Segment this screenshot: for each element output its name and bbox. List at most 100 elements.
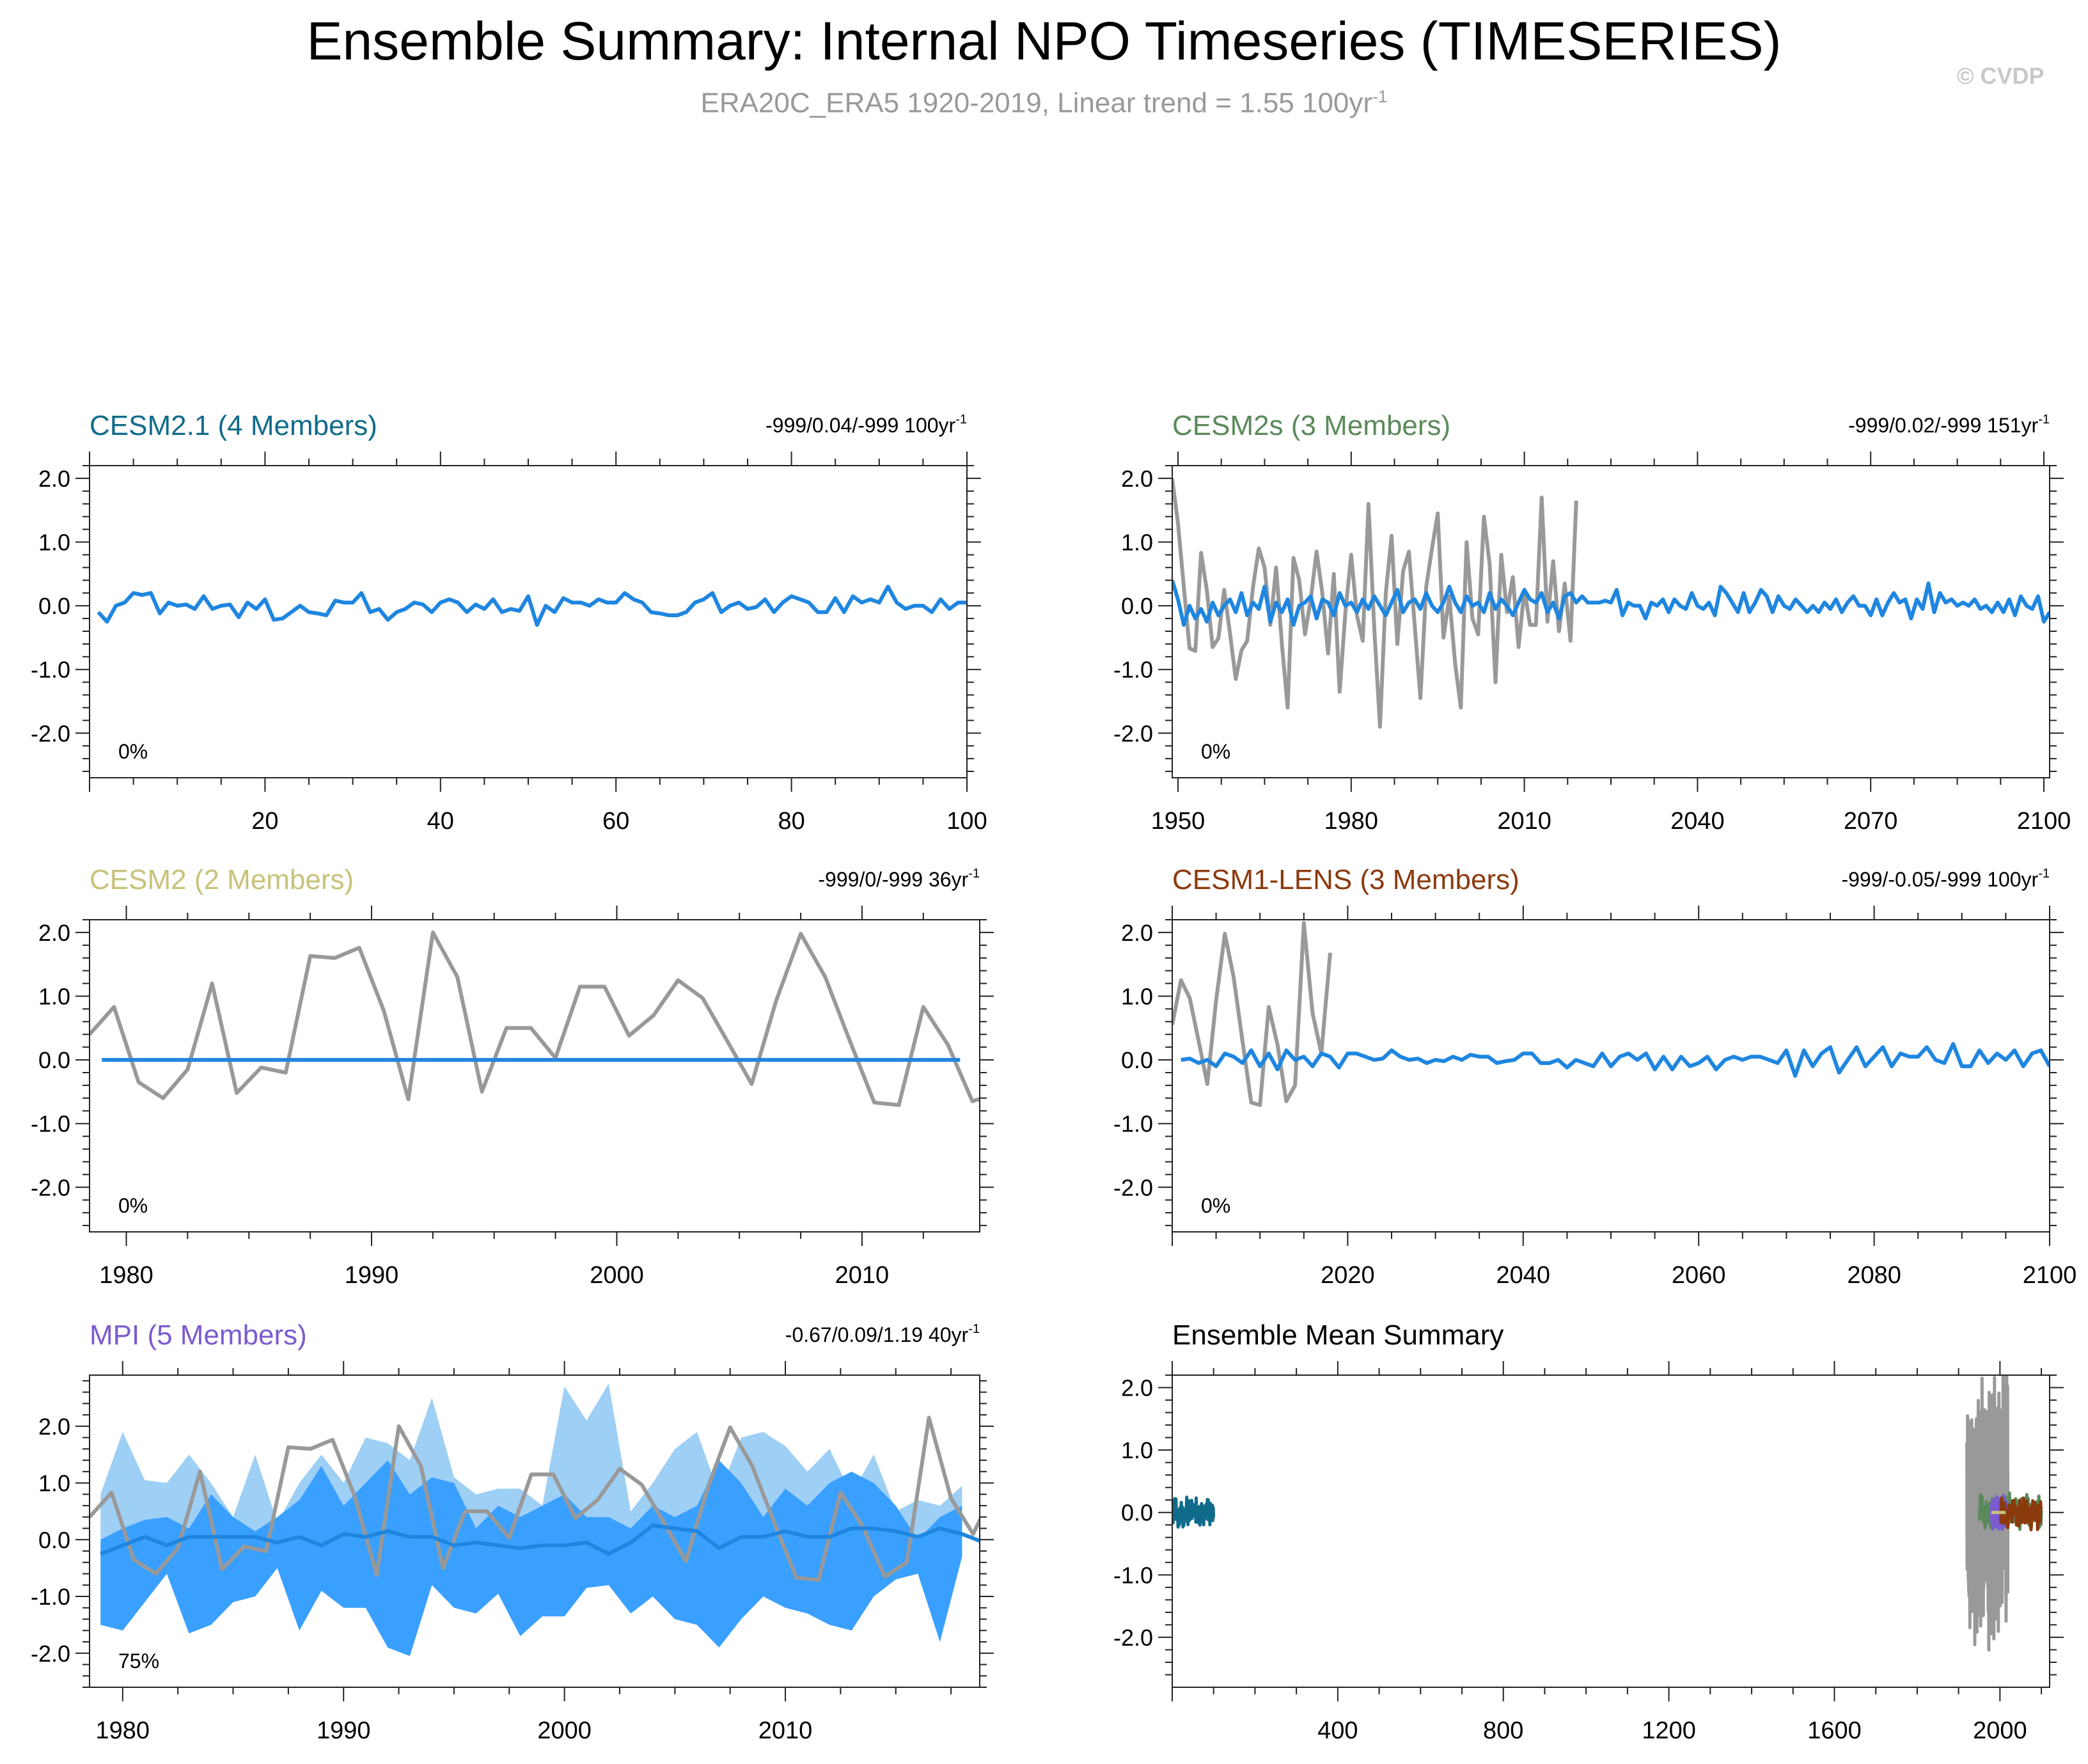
ytick-label: -2.0 [1113,1625,1153,1651]
ytick-label: 1.0 [1121,984,1153,1010]
ytick-label: -2.0 [31,1174,70,1201]
ytick-label: -1.0 [1113,1111,1153,1137]
spread-band-inner [100,1460,962,1657]
panel-percent-cesm1lens: 0% [1201,1194,1230,1217]
ytick-label: -1.0 [31,1111,70,1137]
series-observations-cesm2s [1172,477,1578,729]
ytick-label: 0.0 [1121,593,1153,619]
xtick-label: 2070 [1844,808,1898,835]
series-ensemble_mean-mpi [100,1524,980,1556]
series-cesm1lens-summary [1998,1496,2043,1532]
xtick-label: 2000 [590,1262,644,1289]
subtitle-text: ERA20C_ERA5 1920-2019, Linear trend = 1.… [700,87,1373,119]
ytick-label: 2.0 [1121,1375,1153,1401]
panel-percent-cesm2s: 0% [1201,740,1230,763]
ytick-label: 0.0 [38,593,70,619]
xtick-label: 1990 [345,1262,399,1289]
panel-title-summary: Ensemble Mean Summary [1172,1319,1503,1351]
ytick-label: -2.0 [31,1641,70,1667]
frame-cesm21 [89,465,968,778]
series-ensemble_mean-cesm1lens [1181,1042,2050,1078]
series-ensemble_mean-cesm2s [1172,579,2050,627]
subtitle-exponent: -1 [1372,87,1388,106]
panel-title-cesm21: CESM2.1 (4 Members) [90,410,377,441]
trend-text: -0.67/0.09/1.19 40yr [785,1323,969,1346]
plot-area-cesm2s [1172,477,2050,729]
xtick-label: 1980 [99,1262,153,1289]
panel-trend-cesm2s: -999/0.02/-999 151yr-1 [1848,413,2050,437]
xtick-label: 2010 [835,1262,890,1289]
panel-cesm2s: 2.0 1.0 0.0 -1.0 -2.0 1950 1980 2010 2040 2070 210… [1113,410,2071,835]
ytick-label: -1.0 [1113,657,1153,683]
panel-trend-cesm21: -999/0.04/-999 100yr-1 [765,413,967,437]
panel-summary: 2.0 1.0 0.0 -1.0 -2.0 400 800 1200 1600 2000 Ensem… [1113,1319,2064,1744]
ytick-label: -1.0 [31,657,70,683]
xtick-label: 40 [427,808,454,835]
xtick-label: 2080 [1847,1262,1901,1289]
ytick-label: 0.0 [1121,1500,1153,1526]
ytick-label: -1.0 [31,1584,70,1610]
frame-mpi [89,1374,980,1688]
frame-cesm2 [89,919,980,1232]
xtick-label: 1980 [1324,808,1379,835]
xtick-label: 1600 [1807,1717,1862,1744]
copyright-label: © CVDP [1957,63,2045,89]
trend-exponent: -1 [955,413,967,427]
xtick-label: 2010 [1497,808,1551,835]
xtick-label: 100 [946,808,987,835]
page-subtitle: ERA20C_ERA5 1920-2019, Linear trend = 1.… [0,88,2088,118]
trend-text: -999/-0.05/-999 100yr [1841,868,2038,891]
ytick-label: -1.0 [1113,1562,1153,1588]
ytick-label: 2.0 [1121,920,1153,946]
trend-exponent: -1 [2038,867,2050,881]
trend-text: -999/0.04/-999 100yr [765,414,955,437]
xtick-label: 2040 [1670,808,1725,835]
ytick-label: 0.0 [38,1047,70,1073]
ytick-label: 2.0 [38,466,70,492]
ytick-label: -2.0 [1113,1174,1153,1201]
ytick-label: 0.0 [1121,1047,1153,1073]
panel-trend-cesm2: -999/0/-999 36yr-1 [818,867,980,891]
plot-area-cesm1lens [1172,921,2050,1107]
panel-mpi: 2.0 1.0 0.0 -1.0 -2.0 1980 1990 2000 2010 MPI (5 … [31,1319,994,1744]
series-observations-mpi [90,1415,980,1582]
panel-title-cesm2s: CESM2s (3 Members) [1172,410,1450,441]
ytick-label: 1.0 [38,984,70,1010]
xtick-label: 80 [778,808,805,835]
panel-cesm21: 2.0 1.0 0.0 -1.0 -2.0 20 40 60 80 100 CESM2.1 (4 M… [31,410,987,835]
trend-exponent: -1 [2038,413,2050,427]
trend-exponent: -1 [968,867,980,881]
xtick-label: 2010 [758,1717,813,1744]
trend-exponent: -1 [968,1322,980,1336]
xtick-label: 2100 [2023,1262,2077,1289]
xtick-label: 60 [602,808,629,835]
ytick-label: 1.0 [38,530,70,556]
panel-title-cesm2: CESM2 (2 Members) [90,864,354,895]
plot-area-cesm2 [90,930,980,1107]
ytick-label: 1.0 [38,1470,70,1497]
series-cesm21-summary [1172,1495,1216,1529]
panel-percent-cesm2: 0% [118,1194,148,1217]
series-observations-cesm2 [90,930,980,1107]
xtick-label: 1200 [1642,1717,1696,1744]
xtick-label: 800 [1483,1717,1523,1744]
panel-cesm1lens: 2.0 1.0 0.0 -1.0 -2.0 2020 2040 2060 2080 2100 CES… [1113,864,2076,1289]
plot-area-summary [1172,1375,2043,1652]
ytick-label: 1.0 [1121,1437,1153,1463]
ytick-label: 2.0 [38,920,70,946]
trend-text: -999/0/-999 36yr [818,868,968,891]
xtick-label: 1980 [96,1717,150,1744]
xtick-label: 20 [251,808,278,835]
frame-summary [1172,1374,2050,1688]
ytick-label: -2.0 [31,720,70,746]
xtick-label: 1950 [1151,808,1205,835]
ytick-label: 0.0 [38,1527,70,1553]
ytick-label: 2.0 [38,1414,70,1440]
xtick-label: 2100 [2017,808,2071,835]
panel-title-cesm1lens: CESM1-LENS (3 Members) [1172,864,1519,895]
page-title: Ensemble Summary: Internal NPO Timeserie… [306,11,1782,71]
plot-area-cesm21 [97,585,967,627]
panel-percent-cesm21: 0% [118,740,148,763]
xtick-label: 1990 [317,1717,371,1744]
